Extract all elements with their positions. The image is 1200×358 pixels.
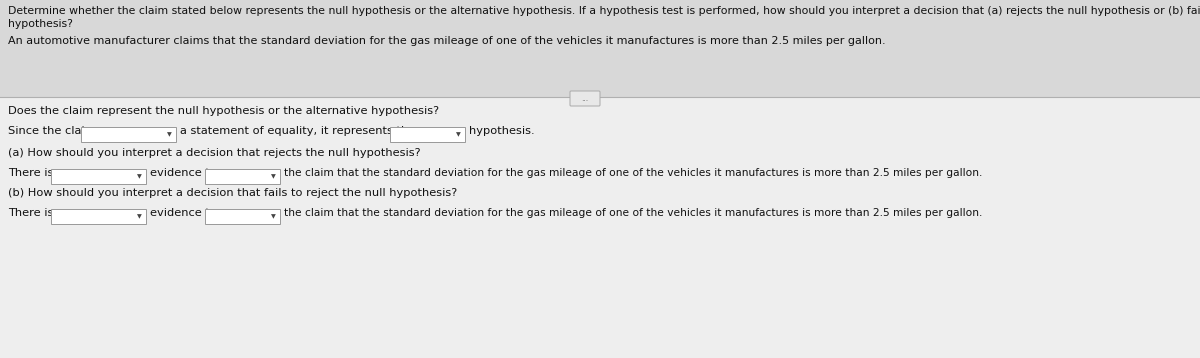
Text: ▼: ▼ [271, 174, 275, 179]
FancyBboxPatch shape [205, 209, 280, 224]
Text: (a) How should you interpret a decision that rejects the null hypothesis?: (a) How should you interpret a decision … [8, 148, 421, 158]
Text: Determine whether the claim stated below represents the null hypothesis or the a: Determine whether the claim stated below… [8, 6, 1200, 16]
Text: Does the claim represent the null hypothesis or the alternative hypothesis?: Does the claim represent the null hypoth… [8, 106, 439, 116]
FancyBboxPatch shape [205, 169, 280, 184]
Text: ▼: ▼ [456, 132, 461, 137]
Text: An automotive manufacturer claims that the standard deviation for the gas mileag: An automotive manufacturer claims that t… [8, 36, 886, 46]
Text: ▼: ▼ [137, 214, 142, 219]
FancyBboxPatch shape [82, 127, 176, 142]
FancyBboxPatch shape [0, 97, 1200, 358]
Text: Since the claim: Since the claim [8, 126, 96, 136]
Text: ▼: ▼ [137, 174, 142, 179]
Text: the claim that the standard deviation for the gas mileage of one of the vehicles: the claim that the standard deviation fo… [284, 168, 983, 178]
Text: evidence to: evidence to [150, 168, 217, 178]
Text: hypothesis?: hypothesis? [8, 19, 73, 29]
FancyBboxPatch shape [570, 91, 600, 106]
FancyBboxPatch shape [390, 127, 466, 142]
Text: There is: There is [8, 208, 53, 218]
Text: the claim that the standard deviation for the gas mileage of one of the vehicles: the claim that the standard deviation fo… [284, 208, 983, 218]
Text: ▼: ▼ [271, 214, 275, 219]
Text: There is: There is [8, 168, 53, 178]
Text: hypothesis.: hypothesis. [469, 126, 535, 136]
Text: ▼: ▼ [167, 132, 172, 137]
Text: evidence to: evidence to [150, 208, 217, 218]
FancyBboxPatch shape [50, 169, 146, 184]
Text: ...: ... [582, 94, 588, 103]
Text: (b) How should you interpret a decision that fails to reject the null hypothesis: (b) How should you interpret a decision … [8, 188, 457, 198]
Text: a statement of equality, it represents the: a statement of equality, it represents t… [180, 126, 415, 136]
FancyBboxPatch shape [50, 209, 146, 224]
FancyBboxPatch shape [0, 0, 1200, 98]
